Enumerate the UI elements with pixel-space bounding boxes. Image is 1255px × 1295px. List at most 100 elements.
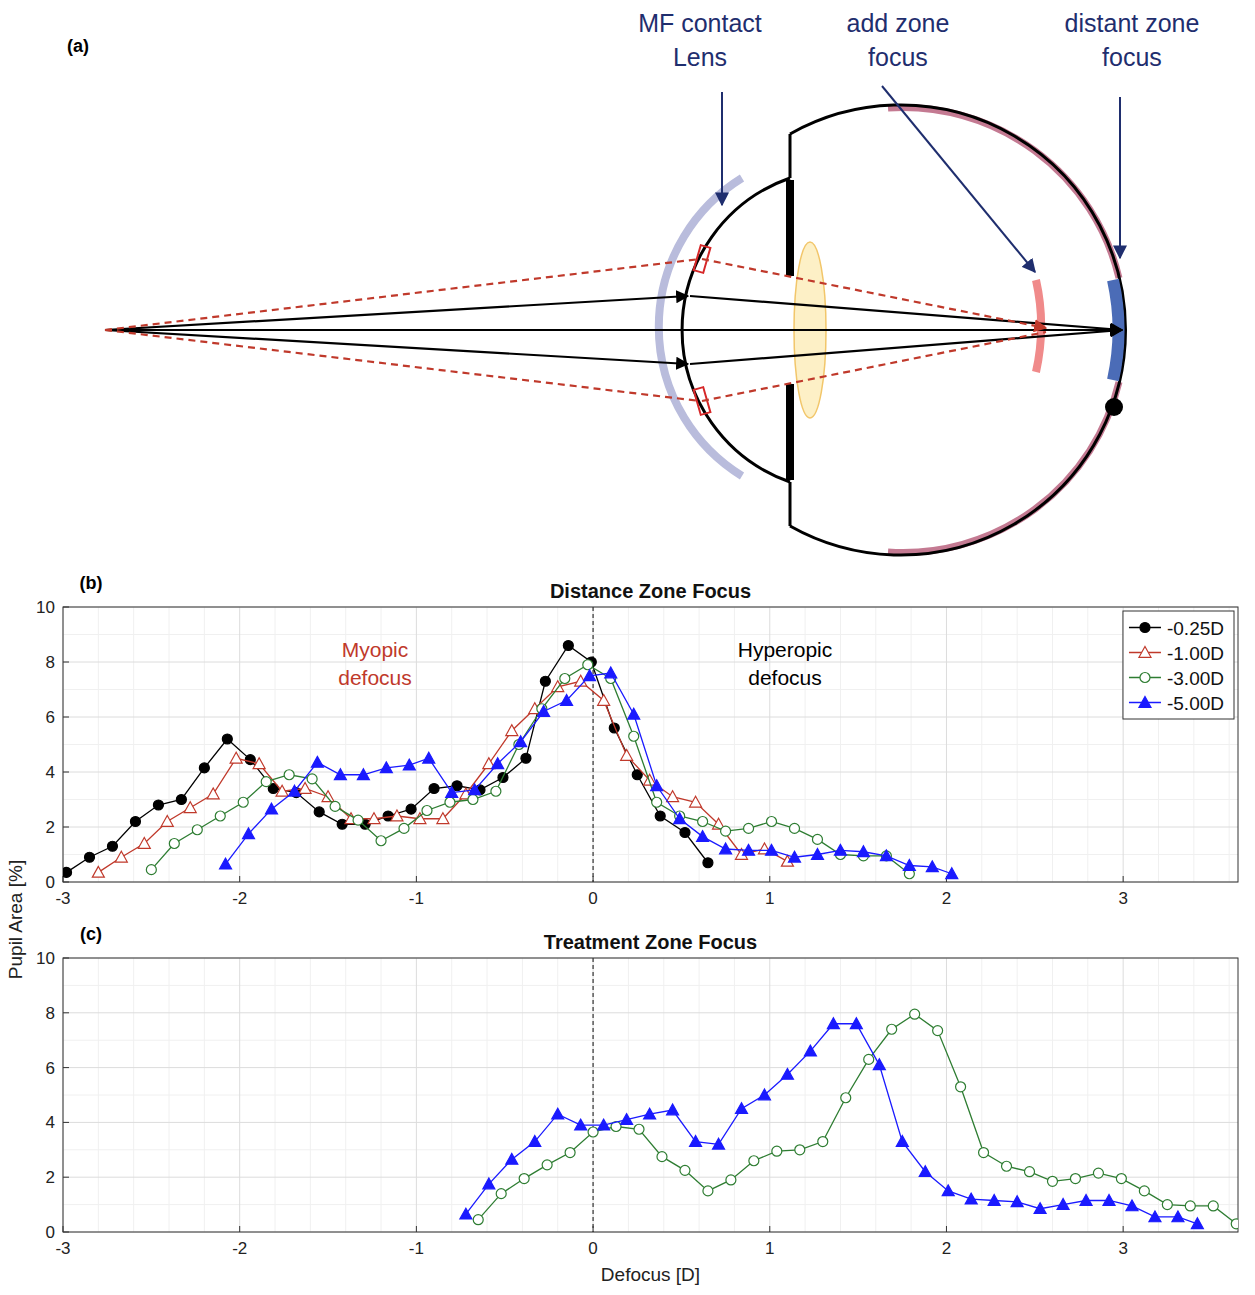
data-point — [713, 1138, 725, 1149]
figure: (a)MF contactLensadd zonefocusdistant zo… — [0, 0, 1255, 1295]
x-tick-label: 2 — [942, 889, 951, 908]
data-point — [423, 752, 435, 763]
ray-add — [702, 259, 1046, 328]
data-point — [376, 836, 386, 846]
y-tick-label: 0 — [46, 873, 55, 892]
data-point — [519, 1174, 529, 1184]
x-tick-label: -2 — [232, 889, 247, 908]
y-tick — [63, 827, 69, 828]
data-point — [652, 797, 662, 807]
data-point — [933, 1026, 943, 1036]
data-point — [926, 861, 938, 872]
data-layer — [460, 1009, 1238, 1229]
data-point — [1185, 1201, 1195, 1211]
data-point — [230, 752, 242, 763]
panel-label: (b) — [80, 573, 103, 593]
data-point — [827, 1018, 839, 1029]
legend: -0.25D-1.00D-3.00D-5.00D — [1123, 611, 1234, 719]
data-point — [491, 786, 501, 796]
grid-line — [239, 607, 240, 882]
data-point — [1034, 1203, 1046, 1214]
data-point — [243, 828, 255, 839]
data-point — [655, 811, 665, 821]
data-point — [146, 865, 156, 875]
data-point — [811, 849, 823, 860]
data-point — [529, 1136, 541, 1147]
iris — [786, 180, 794, 276]
plot-area — [63, 958, 1238, 1232]
data-point — [903, 860, 915, 871]
grid-line — [63, 1067, 1238, 1068]
data-point — [703, 1186, 713, 1196]
data-point — [552, 1108, 564, 1119]
data-point — [422, 806, 432, 816]
data-point — [697, 831, 709, 842]
y-axis-title: Pupil Area [%] — [5, 860, 26, 979]
data-point — [804, 1045, 816, 1056]
optic-disc — [1105, 398, 1123, 416]
grid-line — [63, 1177, 1238, 1178]
legend-marker — [1139, 697, 1151, 708]
data-point — [130, 817, 140, 827]
reference-line — [592, 607, 593, 882]
diagram-label: focus — [1102, 43, 1162, 71]
data-point — [956, 1082, 966, 1092]
legend-label: -3.00D — [1167, 668, 1224, 689]
data-point — [63, 867, 72, 877]
y-tick — [63, 1177, 69, 1178]
diagram-label: MF contact — [638, 9, 762, 37]
series-line — [478, 1014, 1236, 1224]
legend-box — [1123, 611, 1234, 719]
data-point — [538, 706, 550, 717]
grid-line — [63, 1122, 1238, 1123]
x-tick — [416, 876, 417, 882]
data-point — [1103, 1194, 1115, 1205]
ray — [690, 330, 1122, 364]
data-point — [910, 1009, 920, 1019]
plot-frame — [63, 958, 1238, 1232]
data-point — [651, 780, 663, 791]
data-point — [176, 795, 186, 805]
data-point — [1126, 1200, 1138, 1211]
data-point — [288, 785, 300, 796]
diagram-label: distant zone — [1065, 9, 1200, 37]
data-point — [380, 762, 392, 773]
data-point — [946, 868, 958, 879]
data-point — [406, 804, 416, 814]
ray-add — [105, 330, 700, 401]
iris — [786, 384, 794, 480]
annotation-line: Hyperopic — [738, 638, 833, 661]
data-point — [1047, 1176, 1057, 1186]
x-tick — [769, 876, 770, 882]
y-tick — [63, 717, 69, 718]
data-point — [887, 1024, 897, 1034]
data-point — [276, 785, 288, 796]
data-point — [1057, 1199, 1069, 1210]
data-point — [483, 1178, 495, 1189]
x-tick-label: 2 — [942, 1239, 951, 1258]
data-point — [584, 670, 596, 681]
y-tick-label: 8 — [46, 653, 55, 672]
data-point — [492, 758, 504, 769]
x-tick-label: 0 — [588, 1239, 597, 1258]
grid-line — [769, 958, 770, 1232]
data-point — [1191, 1218, 1203, 1229]
data-point — [429, 784, 439, 794]
data-layer — [63, 641, 958, 879]
eye-diagram: (a)MF contactLensadd zonefocusdistant zo… — [67, 9, 1199, 555]
data-point — [749, 1156, 759, 1166]
data-point — [880, 850, 892, 861]
y-tick-label: 0 — [46, 1223, 55, 1242]
data-point — [726, 1175, 736, 1185]
data-point — [515, 736, 527, 747]
ray — [105, 296, 688, 330]
grid-line — [239, 958, 240, 1232]
data-point — [563, 641, 573, 651]
data-point — [621, 1114, 633, 1125]
data-point — [690, 1136, 702, 1147]
y-tick — [63, 1122, 69, 1123]
data-point — [583, 660, 593, 670]
data-point — [781, 1068, 793, 1079]
data-point — [334, 769, 346, 780]
grid-line — [63, 772, 1238, 773]
